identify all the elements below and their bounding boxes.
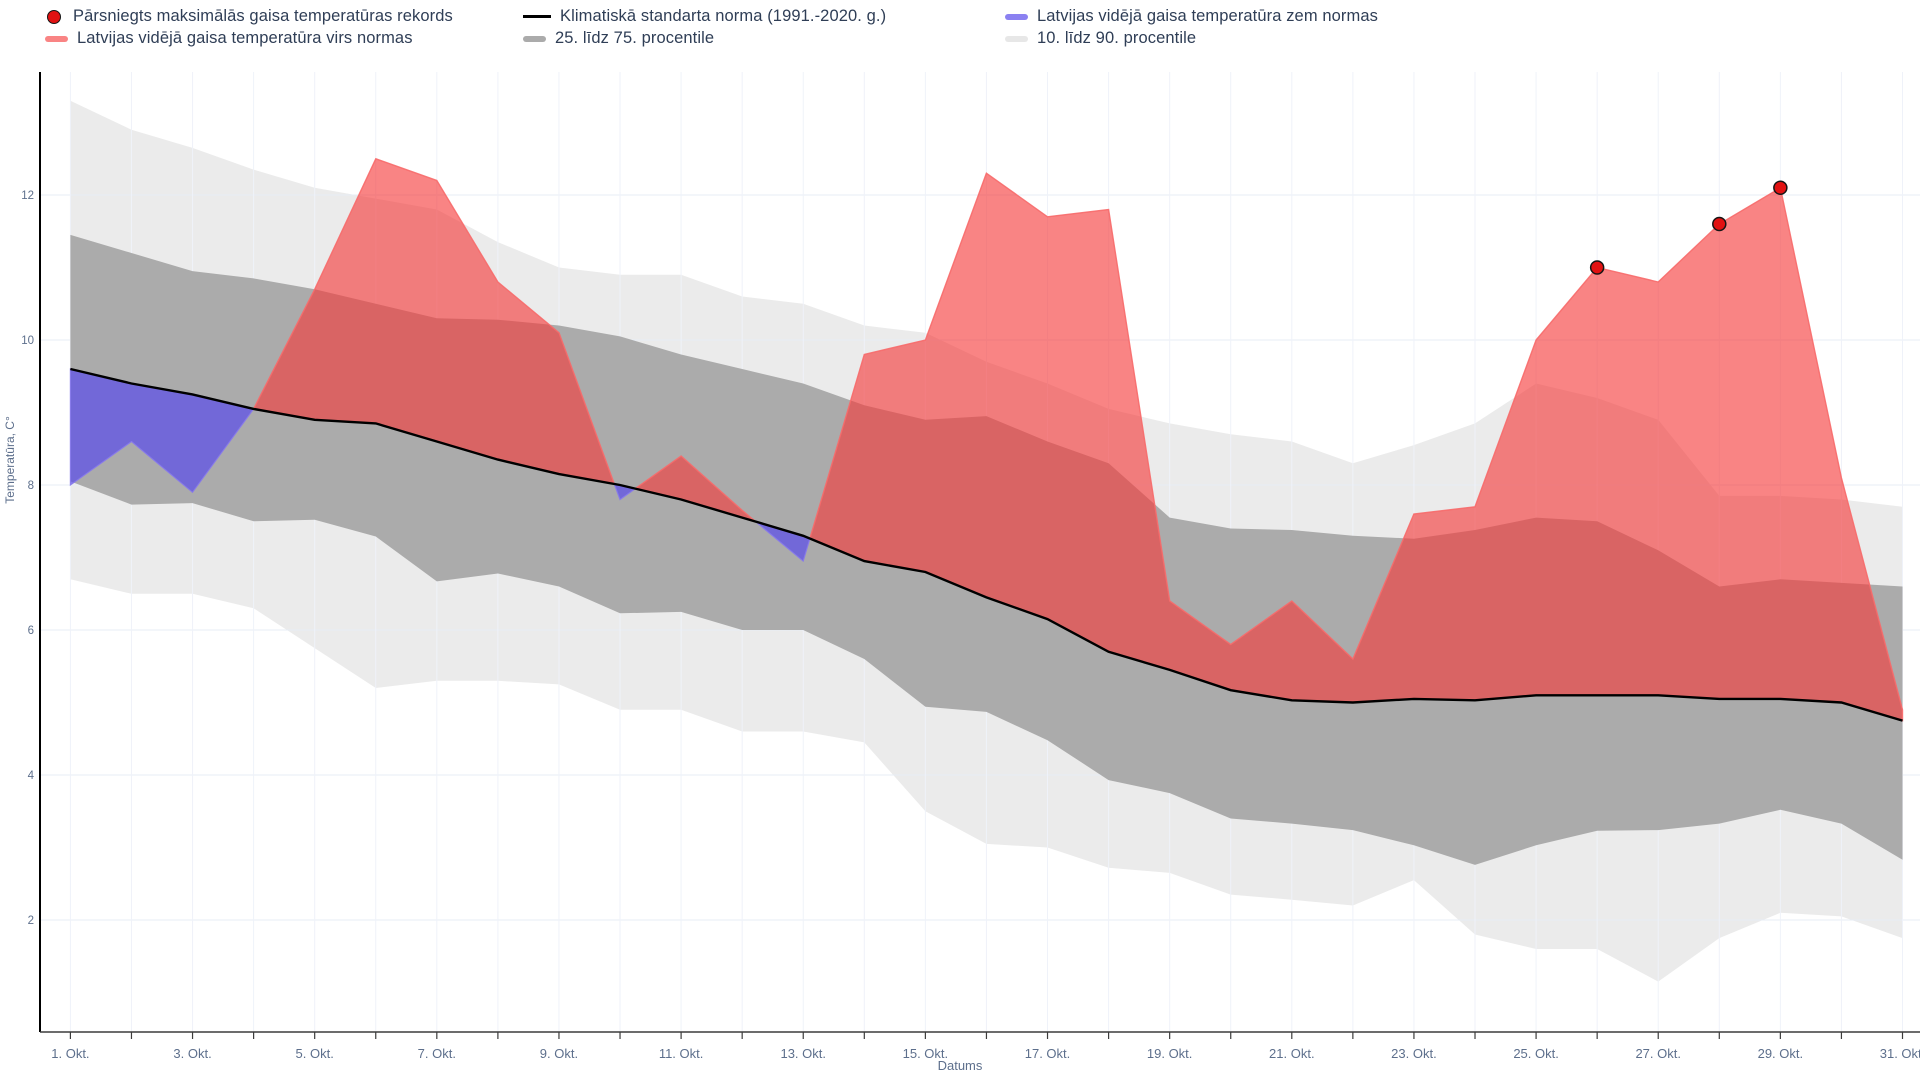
- svg-text:Temperatūra, C°: Temperatūra, C°: [3, 416, 17, 504]
- climate-norm-swatch-icon: [523, 15, 551, 18]
- legend-item-label: 10. līdz 90. procentile: [1037, 29, 1197, 47]
- axis-labels: 2 4 6 8 10 12 1. Okt. 3. Okt. 5. Okt. 7. Okt. 9. O…: [3, 190, 1920, 1073]
- svg-text:7. Okt.: 7. Okt.: [418, 1046, 456, 1061]
- legend-item-pct-25-75[interactable]: 25. līdz 75. procentile: [523, 29, 1005, 48]
- svg-text:13. Okt.: 13. Okt.: [780, 1046, 826, 1061]
- legend-item-record-dot[interactable]: Pārsniegts maksimālās gaisa temperatūras…: [45, 7, 523, 26]
- record-dots: [1589, 180, 1788, 275]
- svg-text:25. Okt.: 25. Okt.: [1513, 1046, 1559, 1061]
- legend-item-pct-10-90[interactable]: 10. līdz 90. procentile: [1005, 29, 1920, 48]
- chart-legend: Pārsniegts maksimālās gaisa temperatūras…: [0, 0, 1920, 48]
- svg-text:1. Okt.: 1. Okt.: [51, 1046, 89, 1061]
- svg-text:15. Okt.: 15. Okt.: [903, 1046, 949, 1061]
- pct-10-90-swatch-icon: [1005, 35, 1028, 42]
- svg-text:23. Okt.: 23. Okt.: [1391, 1046, 1437, 1061]
- legend-item-label: Latvijas vidējā gaisa temperatūra virs n…: [77, 29, 413, 47]
- svg-text:4: 4: [28, 770, 35, 782]
- svg-text:8: 8: [28, 480, 34, 492]
- svg-text:31. Okt.: 31. Okt.: [1880, 1046, 1920, 1061]
- svg-text:19. Okt.: 19. Okt.: [1147, 1046, 1193, 1061]
- axes: [39, 72, 1920, 1039]
- legend-item-above-norm[interactable]: Latvijas vidējā gaisa temperatūra virs n…: [45, 29, 523, 48]
- svg-text:9. Okt.: 9. Okt.: [540, 1046, 578, 1061]
- svg-text:17. Okt.: 17. Okt.: [1025, 1046, 1071, 1061]
- legend-item-below-norm[interactable]: Latvijas vidējā gaisa temperatūra zem no…: [1005, 7, 1920, 26]
- svg-text:11. Okt.: 11. Okt.: [659, 1046, 704, 1061]
- legend-item-label: 25. līdz 75. procentile: [555, 29, 715, 47]
- legend-item-climate-norm[interactable]: Klimatiskā standarta norma (1991.-2020. …: [523, 7, 1005, 26]
- svg-text:6: 6: [28, 625, 34, 637]
- legend-item-label: Latvijas vidējā gaisa temperatūra zem no…: [1037, 7, 1378, 25]
- pct-25-75-swatch-icon: [523, 35, 546, 42]
- below-norm-swatch-icon: [1005, 13, 1028, 20]
- above-norm-swatch-icon: [45, 35, 68, 42]
- svg-text:10: 10: [21, 335, 34, 347]
- svg-text:3. Okt.: 3. Okt.: [173, 1046, 211, 1061]
- legend-item-label: Pārsniegts maksimālās gaisa temperatūras…: [73, 7, 453, 25]
- svg-text:5. Okt.: 5. Okt.: [296, 1046, 334, 1061]
- record-dot-swatch-icon: [47, 9, 61, 24]
- climate-norm-line: [70, 367, 1903, 722]
- legend-item-label: Klimatiskā standarta norma (1991.-2020. …: [560, 7, 887, 25]
- svg-text:2: 2: [28, 915, 34, 927]
- svg-text:21. Okt.: 21. Okt.: [1269, 1046, 1315, 1061]
- svg-text:27. Okt.: 27. Okt.: [1635, 1046, 1681, 1061]
- svg-text:29. Okt.: 29. Okt.: [1758, 1046, 1804, 1061]
- svg-text:12: 12: [21, 190, 34, 202]
- svg-text:Datums: Datums: [938, 1058, 983, 1073]
